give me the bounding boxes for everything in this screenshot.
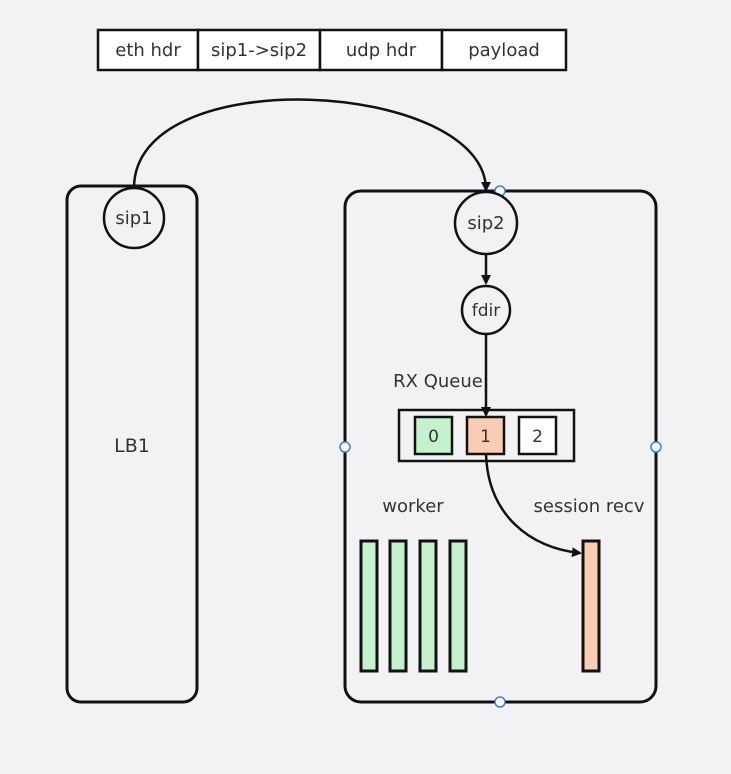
header-label-payload: payload — [468, 40, 540, 61]
queue-slot-2 — [517, 415, 558, 456]
header-label-eth: eth hdr — [115, 40, 181, 61]
header-cell-ip — [196, 28, 322, 72]
queue-to-session-arrow — [484, 453, 582, 558]
worker-bar-1 — [359, 539, 379, 673]
queue-slot-1-label: 1 — [480, 427, 491, 447]
header-label-udp: udp hdr — [346, 40, 417, 61]
queue-slot-1 — [465, 415, 506, 456]
header-cell-udp — [318, 28, 444, 72]
sip1-to-sip2-arrow — [132, 98, 491, 192]
sip2-label: sip2 — [467, 213, 504, 234]
header-label-ip: sip1->sip2 — [211, 40, 307, 61]
worker-bar-4 — [448, 539, 468, 673]
rx-queue-title: RX Queue — [393, 371, 483, 392]
queue-slot-0 — [413, 415, 454, 456]
session-recv-label: session recv — [534, 496, 645, 517]
resize-handle-bottom[interactable] — [494, 696, 506, 708]
queue-slot-2-label: 2 — [532, 427, 543, 447]
sip1-label: sip1 — [115, 208, 152, 229]
worker-bar-3 — [418, 539, 438, 673]
worker-label: worker — [382, 496, 444, 517]
lb1-label: LB1 — [114, 435, 150, 457]
packet-header: eth hdr sip1->sip2 udp hdr payload — [96, 28, 568, 72]
lb1-box — [65, 184, 199, 704]
resize-handle-right[interactable] — [650, 441, 662, 453]
header-cell-payload — [440, 28, 568, 72]
server-node[interactable]: sip2 fdir RX Queue 0 1 2 worker session … — [339, 185, 662, 708]
header-cell-eth — [96, 28, 200, 72]
queue-slot-0-label: 0 — [428, 427, 439, 447]
fdir-label: fdir — [472, 301, 501, 321]
session-recv-bar — [581, 539, 601, 673]
resize-handle-left[interactable] — [339, 441, 351, 453]
lb1-node: LB1 sip1 — [65, 184, 199, 704]
worker-bar-2 — [388, 539, 408, 673]
